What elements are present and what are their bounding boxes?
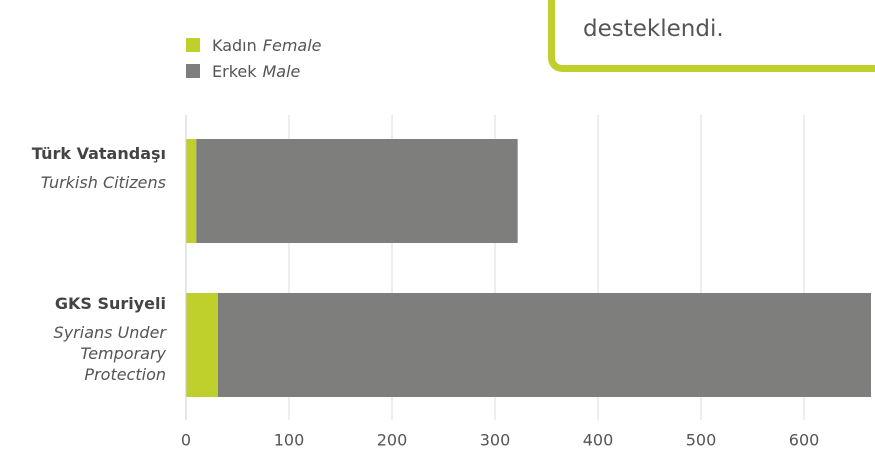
category-name-en: Syrians Under Temporary Protection (53, 323, 166, 384)
legend-swatch (186, 38, 200, 52)
callout-text: desteklendi. (583, 16, 724, 42)
x-tick-label: 500 (686, 431, 717, 450)
legend-label: Kadın (212, 36, 257, 55)
callout: desteklendi. (548, 0, 875, 72)
category-name-en: Turkish Citizens (40, 173, 166, 192)
x-tick-label: 600 (789, 431, 820, 450)
legend-item: Kadın Female (186, 36, 322, 55)
category-name: GKS Suriyeli (54, 294, 166, 313)
legend-swatch (186, 64, 200, 78)
x-tick-label: 0 (181, 431, 191, 450)
legend-label: Erkek (212, 62, 257, 81)
legend-label-en: Female (262, 36, 322, 55)
legend-item: Erkek Male (186, 62, 300, 81)
category-name: Türk Vatandaşı (31, 144, 166, 163)
x-tick-label: 400 (583, 431, 614, 450)
x-tick-label: 300 (480, 431, 511, 450)
bar (217, 293, 872, 397)
legend-label-en: Male (262, 62, 301, 81)
category-label: GKS Suriyeli Syrians Under Temporary Prot… (6, 293, 166, 385)
category-label: Türk Vatandaşı Turkish Citizens (6, 143, 166, 193)
bar (186, 139, 197, 243)
x-tick-label: 200 (377, 431, 408, 450)
bar (186, 293, 218, 397)
x-tick-label: 100 (274, 431, 305, 450)
bar (196, 139, 518, 243)
